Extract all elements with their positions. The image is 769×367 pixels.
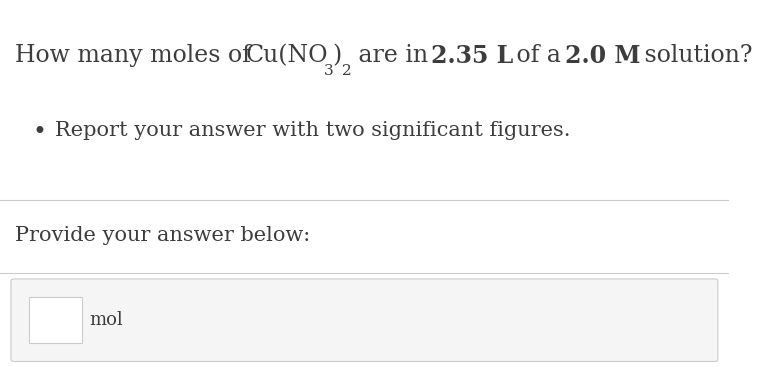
Text: 2: 2 (341, 64, 351, 78)
Text: 2.35 L: 2.35 L (431, 44, 513, 68)
Text: 3: 3 (324, 64, 333, 78)
Text: Provide your answer below:: Provide your answer below: (15, 226, 310, 245)
Text: solution?: solution? (637, 44, 752, 67)
Text: •: • (33, 121, 47, 144)
Text: ): ) (333, 44, 342, 67)
FancyBboxPatch shape (11, 279, 717, 361)
Text: mol: mol (89, 311, 123, 329)
Text: 2.0 M: 2.0 M (565, 44, 641, 68)
Bar (29, 297, 82, 343)
Text: Cu(NO: Cu(NO (245, 44, 328, 67)
Text: How many moles of: How many moles of (15, 44, 258, 67)
Text: are in: are in (351, 44, 435, 67)
Text: of a: of a (509, 44, 568, 67)
Text: Report your answer with two significant figures.: Report your answer with two significant … (55, 121, 570, 140)
